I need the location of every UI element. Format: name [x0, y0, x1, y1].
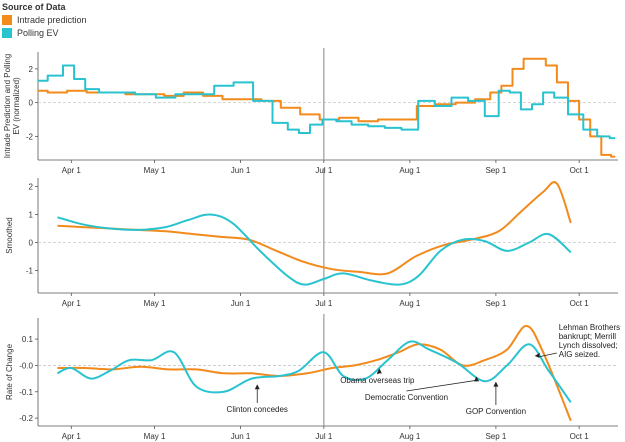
intrade-series-line: [38, 57, 616, 158]
y-tick-label: 2: [29, 182, 34, 191]
annotation-label-line: bankrupt; Merrill: [559, 332, 617, 341]
annotation-arrowhead: [254, 384, 260, 390]
x-tick-label: Jun 1: [231, 432, 251, 441]
legend-label-intrade: Intrade prediction: [17, 15, 87, 25]
intrade-series-line: [57, 181, 572, 276]
x-tick-label: Oct 1: [570, 299, 590, 308]
x-tick-label: Apr 1: [62, 299, 82, 308]
annotation-label: Democratic Convention: [365, 393, 448, 402]
annotation-label: GOP Convention: [466, 407, 526, 416]
annotation-arrowhead: [493, 381, 499, 387]
y-tick-label: 0.1: [22, 335, 34, 344]
polling-swatch: [2, 28, 12, 38]
y-axis-label: Smoothed: [5, 217, 14, 253]
x-tick-label: May 1: [144, 432, 166, 441]
annotation-label: Obama overseas trip: [340, 376, 415, 385]
y-axis-label: Intrade Prediction and PollingEV (normal…: [3, 54, 21, 159]
y-tick-label: -1: [26, 267, 34, 276]
x-tick-label: Jun 1: [231, 299, 251, 308]
intrade-series-line: [57, 324, 572, 422]
y-axis-label-line: Intrade Prediction and Polling: [3, 54, 12, 159]
x-tick-label: Oct 1: [570, 166, 590, 175]
x-tick-label: Aug 1: [399, 299, 420, 308]
annotation-arrowhead: [376, 368, 382, 374]
annotation-label: Clinton concedes: [227, 405, 288, 414]
x-tick-label: Aug 1: [399, 432, 420, 441]
legend-label-polling: Polling EV: [17, 28, 59, 38]
x-tick-label: Aug 1: [399, 166, 420, 175]
y-tick-label: 0: [29, 239, 34, 248]
legend-title: Source of Data: [2, 2, 66, 12]
annotation-arrowhead: [473, 376, 479, 382]
y-axis-label: Rate of Change: [5, 343, 14, 400]
x-tick-label: Sep 1: [485, 299, 506, 308]
x-tick-label: Apr 1: [62, 432, 82, 441]
x-tick-label: Oct 1: [570, 432, 590, 441]
x-tick-label: May 1: [144, 166, 166, 175]
y-tick-label: -0.0: [19, 361, 33, 370]
y-tick-label: -0.1: [19, 388, 33, 397]
intrade-swatch: [2, 15, 12, 25]
x-tick-label: May 1: [144, 299, 166, 308]
annotation-label-line: AIG seized.: [559, 350, 600, 359]
x-tick-label: Jul 1: [315, 299, 332, 308]
x-tick-label: Jul 1: [315, 432, 332, 441]
annotation-label-line: Lynch dissolved;: [559, 341, 618, 350]
x-tick-label: Apr 1: [62, 166, 82, 175]
legend-item-intrade[interactable]: Intrade prediction: [2, 15, 87, 25]
x-tick-label: Sep 1: [485, 166, 506, 175]
y-tick-label: -0.2: [19, 414, 33, 423]
x-tick-label: Jun 1: [231, 166, 251, 175]
annotation-arrow: [538, 352, 557, 358]
panel-rate-of-change: 0.1 -0.0 -0.1 -0.2 Apr 1 May 1 Jun 1 Jul 1 Aug 1…: [5, 314, 620, 441]
annotation-arrowhead: [534, 352, 540, 358]
polling-series-line: [56, 340, 572, 403]
panel-smoothed: 2 1 0 -1 Apr 1 May 1 Jun 1 Jul 1 Aug 1 Sep 1 Oct 1…: [5, 168, 618, 308]
polling-series-line: [38, 64, 616, 140]
y-tick-label: 0: [29, 99, 34, 108]
legend: Source of Data Intrade prediction Pollin…: [2, 2, 87, 41]
y-tick-label: 1: [29, 210, 34, 219]
polling-series-line: [57, 213, 572, 286]
y-tick-label: 2: [29, 65, 34, 74]
legend-item-polling[interactable]: Polling EV: [2, 28, 87, 38]
x-tick-label: Sep 1: [485, 432, 506, 441]
y-axis-label-line: EV (normalized): [12, 77, 21, 135]
y-tick-label: -2: [26, 132, 34, 141]
annotation-arrow: [406, 379, 477, 392]
annotation-label-line: Lehman Brothers: [559, 323, 620, 332]
